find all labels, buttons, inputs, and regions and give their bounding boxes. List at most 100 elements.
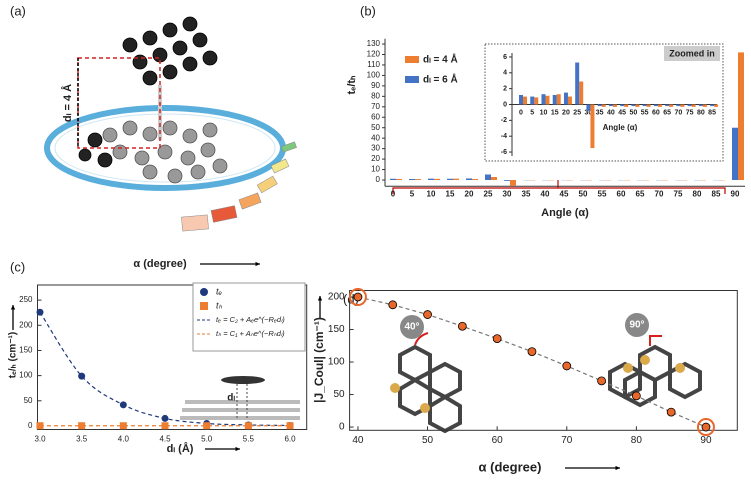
y-tick-label: 90 xyxy=(371,81,380,90)
inset-x-tick-label: 10 xyxy=(540,109,548,116)
arrow-head xyxy=(235,446,240,452)
bar xyxy=(415,179,421,181)
point xyxy=(527,347,537,357)
y-tick-label: 100 xyxy=(367,71,381,80)
y-tick-label: 10 xyxy=(371,165,380,174)
y-tick-label: 30 xyxy=(371,144,380,153)
inset-bar xyxy=(624,104,629,107)
y-axis-title: tₑ/ₕ (cm⁻¹) xyxy=(8,332,19,378)
angle-mark xyxy=(649,335,662,346)
x-tick-label: 4.5 xyxy=(159,435,171,444)
inset-bar xyxy=(601,104,606,107)
inset-bar xyxy=(556,94,561,105)
illustration: dₗ = 4 Å xyxy=(44,16,297,232)
annotation: dₗ xyxy=(227,393,235,404)
bar xyxy=(485,174,491,181)
x-tick-label: 70 xyxy=(561,435,573,446)
inset-bar xyxy=(590,104,595,149)
inset-bar xyxy=(552,94,557,105)
inset-bar xyxy=(519,94,523,105)
y-tick-label: 250 xyxy=(19,295,33,304)
point xyxy=(36,422,44,430)
annotation: 90° xyxy=(629,320,644,331)
y-axis-title: |J_Coul| (cm⁻¹) xyxy=(312,317,326,403)
highlight-ring xyxy=(348,288,367,307)
bar xyxy=(504,180,510,181)
inset-y-tick-label: 2 xyxy=(503,85,507,92)
point xyxy=(244,422,252,430)
inset-bar xyxy=(575,62,580,105)
x-tick-label: 3.0 xyxy=(34,435,46,444)
x-tick-label: 60 xyxy=(617,189,626,198)
x-tick-label: 85 xyxy=(712,189,721,198)
x-tick-label: 4.0 xyxy=(118,435,130,444)
x-axis-title: α (degree) xyxy=(479,459,542,474)
y-tick-label: 120 xyxy=(367,50,381,59)
inset-y-tick-label: -6 xyxy=(501,149,507,156)
legend-swatch xyxy=(405,56,419,63)
x-tick-label: 0 xyxy=(391,189,396,198)
x-axis-title: Angle (α) xyxy=(541,207,589,219)
x-tick-label: 40 xyxy=(352,435,364,446)
inset-bar xyxy=(567,96,572,105)
inset-bar xyxy=(687,104,692,107)
inset-bar xyxy=(642,104,647,107)
inset-title-box xyxy=(664,46,720,61)
x-tick-label: 90 xyxy=(731,189,740,198)
x-tick-label: 6.0 xyxy=(284,435,296,444)
inset-x-tick-label: 55 xyxy=(641,109,649,116)
legend-label: dₗ = 4 Å xyxy=(423,53,458,66)
point xyxy=(562,361,572,371)
inset-x-tick-label: 40 xyxy=(607,109,615,116)
bar xyxy=(491,176,497,181)
bar xyxy=(434,178,440,181)
inset-bar xyxy=(631,104,636,107)
x-tick-label: 45 xyxy=(560,189,569,198)
angle-badge xyxy=(625,313,649,337)
panel-label: (c) xyxy=(10,259,25,274)
inset-y-tick-label: 0 xyxy=(503,101,507,108)
inset-bar xyxy=(545,95,550,105)
point xyxy=(457,321,467,331)
inset-x-tick-label: 50 xyxy=(630,109,638,116)
bar xyxy=(472,178,478,181)
y-tick-label: 0 xyxy=(339,422,345,433)
inset-bar xyxy=(702,104,707,107)
y-tick-label: 50 xyxy=(24,396,33,405)
inset-x-tick-label: 35 xyxy=(596,109,604,116)
point xyxy=(388,300,398,310)
point xyxy=(286,422,294,430)
inset-bar xyxy=(665,104,670,107)
illustration-label: dₗ = 4 Å xyxy=(61,84,74,122)
inset-bar xyxy=(563,92,568,105)
inset-bar xyxy=(620,104,625,107)
inset-y-tick-label: 4 xyxy=(503,70,507,77)
inset-bar xyxy=(714,104,719,107)
inset-y-tick-label: -4 xyxy=(501,133,507,140)
inset-bar xyxy=(676,104,681,107)
molecule xyxy=(398,344,702,434)
y-tick-label: 150 xyxy=(19,346,33,355)
y-tick-label: 0 xyxy=(28,421,33,430)
y-tick-label: 0 xyxy=(376,175,381,184)
point xyxy=(666,407,676,417)
inset-x-tick-label: 15 xyxy=(551,109,559,116)
inset-bar xyxy=(646,104,651,107)
legend-label: tₑ = C₂ + Aₑe^(−Rₑdₗ) xyxy=(216,315,285,324)
bar xyxy=(428,178,434,181)
point xyxy=(631,391,641,401)
inset-bar xyxy=(698,104,703,107)
inset-bar xyxy=(530,96,535,105)
y-tick-label: 100 xyxy=(19,371,33,380)
inset-x-tick-label: 25 xyxy=(573,109,581,116)
inset-x-tick-label: 0 xyxy=(519,109,523,116)
inset-bar xyxy=(523,96,527,105)
point xyxy=(119,422,127,430)
inset-bar xyxy=(586,104,591,111)
highlight-ring xyxy=(696,418,715,437)
y-tick-label: 60 xyxy=(371,112,380,121)
angle-badge xyxy=(400,315,424,339)
annotation: α (degree) xyxy=(133,258,187,270)
arrow-head xyxy=(317,296,323,301)
x-tick-label: 90 xyxy=(700,435,712,446)
